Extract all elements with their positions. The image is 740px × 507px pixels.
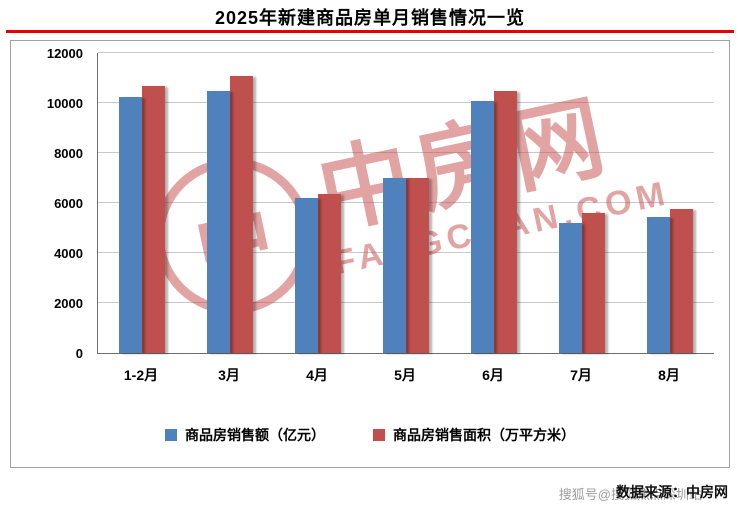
legend-item: 商品房销售面积（万平方米）: [373, 425, 575, 445]
bar-group: [98, 53, 186, 353]
y-axis-tick-label: 10000: [46, 96, 83, 111]
legend-swatch: [373, 429, 385, 441]
bar-sales-amount: [471, 100, 494, 353]
y-axis-tick-label: 4000: [54, 246, 83, 261]
y-axis-tick-label: 6000: [54, 196, 83, 211]
bar-group: [450, 53, 538, 353]
x-axis-tick-label: 3月: [218, 367, 240, 383]
x-axis-tick-label: 6月: [482, 367, 504, 383]
bar-group: [362, 53, 450, 353]
legend-item: 商品房销售额（亿元）: [165, 425, 325, 445]
bars-container: [98, 53, 714, 353]
legend-label: 商品房销售面积（万平方米）: [393, 427, 575, 443]
x-axis-labels: 1-2月 3月 4月 5月 6月 7月 8月: [97, 365, 713, 385]
bar-sales-area: [318, 194, 341, 353]
bar-group: [538, 53, 626, 353]
bar-sales-area: [142, 85, 165, 353]
bar-sales-area: [494, 90, 517, 353]
bar-sales-amount: [295, 198, 318, 353]
title-underline: [6, 30, 734, 33]
bar-group: [626, 53, 714, 353]
bar-sales-amount: [207, 90, 230, 353]
bar-sales-area: [406, 178, 429, 353]
y-axis-tick-label: 2000: [54, 296, 83, 311]
chart-frame: 0 2000 4000 6000 8000 10000 12000 1-2月 3月 4月 5月 6月…: [10, 40, 730, 468]
y-axis-labels: 0 2000 4000 6000 8000 10000 12000: [11, 46, 89, 361]
bar-sales-amount: [647, 216, 670, 353]
y-axis-tick-label: 8000: [54, 146, 83, 161]
bar-sales-amount: [119, 96, 142, 353]
source-area: 搜狐号@搜狐焦点深圳站 数据来源：中房网: [559, 482, 728, 502]
y-axis-tick-label: 0: [75, 346, 83, 361]
chart-title: 2025年新建商品房单月销售情况一览: [214, 8, 526, 28]
source-text: 数据来源：中房网: [616, 484, 728, 500]
x-axis-tick-label: 7月: [570, 367, 592, 383]
bar-sales-amount: [559, 223, 582, 353]
watermark-overlay-text: 搜狐号@搜狐焦点深圳站: [558, 487, 702, 502]
gridline: [98, 152, 714, 153]
legend-swatch: [165, 429, 177, 441]
gridline: [98, 102, 714, 103]
bar-group: [274, 53, 362, 353]
bar-sales-amount: [383, 178, 406, 353]
x-axis-tick-label: 8月: [658, 367, 680, 383]
plot-area: [97, 52, 714, 354]
gridline: [98, 52, 714, 53]
legend-label: 商品房销售额（亿元）: [185, 427, 325, 443]
legend: 商品房销售额（亿元） 商品房销售面积（万平方米）: [11, 425, 729, 445]
bar-sales-area: [230, 75, 253, 353]
x-axis-tick-label: 5月: [394, 367, 416, 383]
bar-sales-area: [582, 213, 605, 353]
y-axis-tick-label: 12000: [46, 46, 83, 61]
bar-group: [186, 53, 274, 353]
x-axis-tick-label: 1-2月: [123, 367, 159, 383]
bar-sales-area: [670, 209, 693, 353]
x-axis-tick-label: 4月: [306, 367, 328, 383]
